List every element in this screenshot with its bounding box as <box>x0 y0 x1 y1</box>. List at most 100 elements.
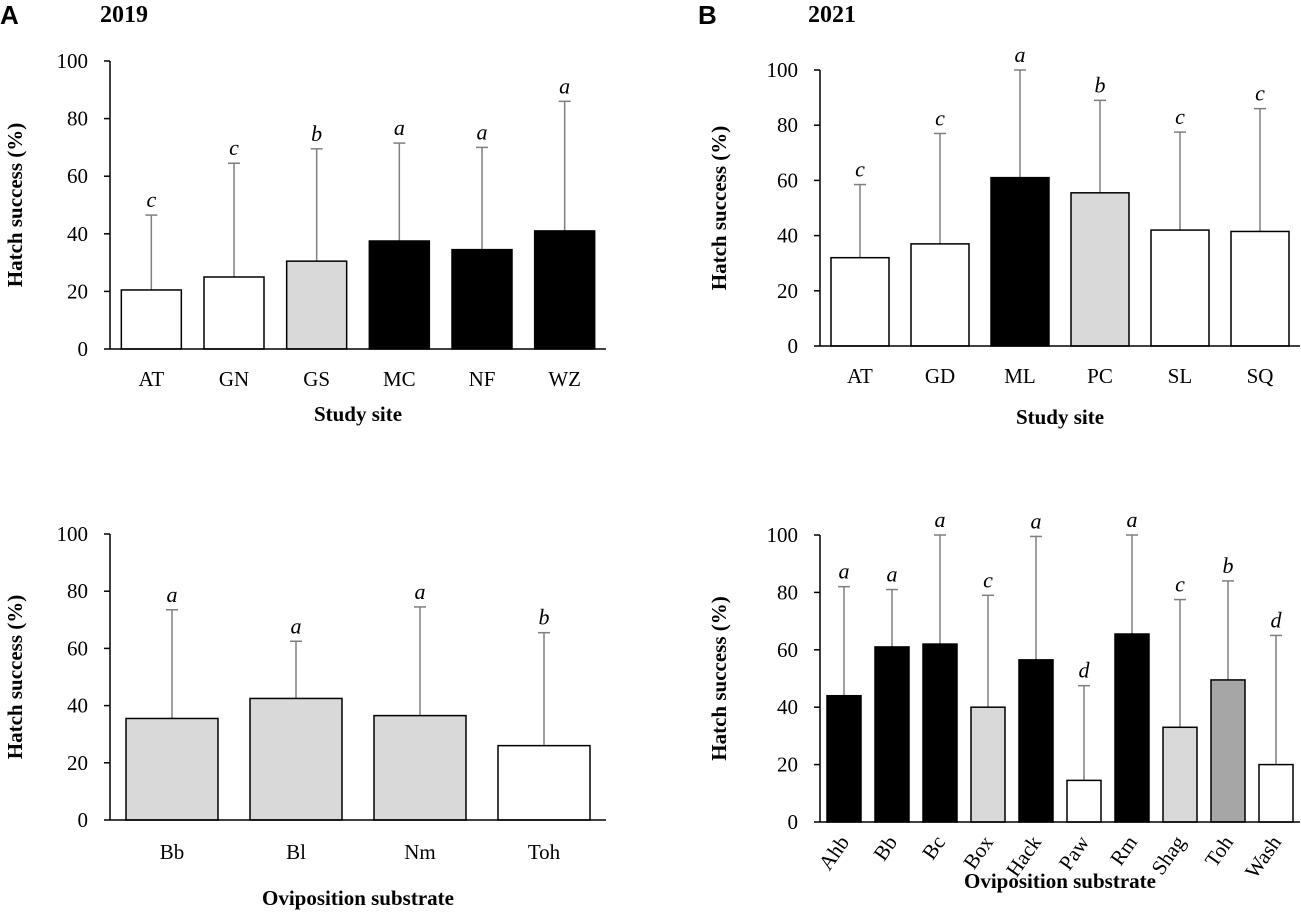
significance-letter: a <box>1031 508 1042 533</box>
x-tick-label: GN <box>219 367 249 391</box>
x-tick-label: Toh <box>1200 831 1239 872</box>
x-tick-label: ML <box>1004 364 1036 388</box>
x-tick-label: MC <box>383 367 416 391</box>
chart-a-top-study-site: 0 20 40 60 80 100 Hatch success (%) c AT c GN b GS a M… <box>3 49 606 426</box>
x-tick-label: WZ <box>548 367 581 391</box>
x-axis-title: Study site <box>1016 405 1104 429</box>
x-tick-label: Rm <box>1105 831 1142 870</box>
y-tick-label: 100 <box>57 522 89 546</box>
bar-rm <box>1114 633 1150 823</box>
bar-toh <box>1210 679 1246 823</box>
bar-box <box>970 706 1006 823</box>
x-axis-title: Oviposition substrate <box>262 886 454 910</box>
significance-letter: c <box>1175 104 1185 129</box>
x-tick-label: Paw <box>1054 830 1095 874</box>
y-tick-label: 80 <box>777 113 798 137</box>
chart-b-top-study-site: 0 20 40 60 80 100 Hatch success (%) c AT c GD a ML b P… <box>707 42 1300 429</box>
y-tick-label: 0 <box>788 334 799 358</box>
y-tick-label: 20 <box>777 279 798 303</box>
bar-wz <box>533 230 596 350</box>
x-tick-label: SL <box>1168 364 1193 388</box>
y-tick-label: 80 <box>777 580 798 604</box>
significance-letter: a <box>167 582 178 607</box>
y-tick-label: 0 <box>788 810 799 834</box>
significance-letter: c <box>935 105 945 130</box>
x-tick-label: SQ <box>1247 364 1274 388</box>
significance-letter: c <box>1175 572 1185 597</box>
significance-letter: a <box>935 507 946 532</box>
x-tick-label: Toh <box>528 840 561 864</box>
x-tick-label: Nm <box>404 840 436 864</box>
bar-ml <box>990 176 1050 347</box>
y-tick-label: 100 <box>767 523 799 547</box>
x-axis-title: Study site <box>314 402 402 426</box>
y-tick-label: 20 <box>67 751 88 775</box>
y-tick-label: 20 <box>777 753 798 777</box>
significance-letter: c <box>855 157 865 182</box>
panel-b-letter: B <box>698 0 717 30</box>
bar-ahb <box>826 694 862 823</box>
y-axis-title: Hatch success (%) <box>707 596 731 760</box>
y-tick-label: 40 <box>67 694 88 718</box>
y-tick-label: 80 <box>67 579 88 603</box>
significance-letter: b <box>1095 72 1106 97</box>
bar-gd <box>910 243 970 347</box>
significance-letter: c <box>983 567 993 592</box>
significance-letter: b <box>539 605 550 630</box>
significance-letter: b <box>1223 553 1234 578</box>
x-tick-label: NF <box>469 367 496 391</box>
bar-hack <box>1018 659 1054 823</box>
significance-letter: d <box>1079 658 1091 683</box>
panel-b-year: 2021 <box>808 2 856 28</box>
y-tick-label: 40 <box>777 695 798 719</box>
chart-a-bottom-substrate: 0 20 40 60 80 100 Hatch success (%) a Bb a Bl a Nm b T… <box>3 522 606 910</box>
significance-letter: a <box>839 559 850 584</box>
panel-a-year: 2019 <box>100 2 148 28</box>
bar-bb <box>874 646 910 823</box>
y-tick-label: 40 <box>67 222 88 246</box>
x-tick-label: Bb <box>160 840 185 864</box>
x-tick-label: Ahb <box>814 831 854 874</box>
significance-letter: a <box>1127 507 1138 532</box>
bar-gn <box>203 276 265 350</box>
significance-letter: d <box>1271 607 1283 632</box>
significance-letter: c <box>229 135 239 160</box>
x-tick-label: Bc <box>917 831 950 864</box>
y-tick-label: 60 <box>67 636 88 660</box>
x-tick-label: Bb <box>868 831 902 865</box>
x-axis-title: Oviposition substrate <box>964 869 1156 893</box>
bar-toh <box>497 744 591 821</box>
bar-mc <box>368 240 431 350</box>
bar-wash <box>1258 763 1294 823</box>
significance-letter: a <box>1015 42 1026 67</box>
significance-letter: a <box>394 115 405 140</box>
x-tick-label: PC <box>1087 364 1113 388</box>
panel-a-letter: A <box>0 0 19 30</box>
bar-pc <box>1070 192 1130 347</box>
bar-at <box>120 289 183 350</box>
y-axis-title: Hatch success (%) <box>3 123 27 287</box>
y-tick-label: 0 <box>78 808 89 832</box>
bar-nf <box>451 248 513 350</box>
y-tick-label: 60 <box>777 168 798 192</box>
chart-b-bottom-substrate: 0 20 40 60 80 100 Hatch success (%) a Ahb a Bb a Bc c… <box>707 507 1300 893</box>
bar-bb <box>125 717 219 821</box>
y-tick-label: 20 <box>67 279 88 303</box>
significance-letter: c <box>1255 81 1265 106</box>
bar-bc <box>922 643 958 823</box>
significance-letter: a <box>477 119 488 144</box>
significance-letter: a <box>291 613 302 638</box>
y-tick-label: 60 <box>777 638 798 662</box>
x-tick-label: GD <box>925 364 955 388</box>
x-tick-label: GS <box>303 367 330 391</box>
significance-letter: a <box>415 579 426 604</box>
y-tick-label: 100 <box>767 58 799 82</box>
bar-shag <box>1162 726 1198 823</box>
bar-at <box>830 256 890 347</box>
y-tick-label: 0 <box>78 337 89 361</box>
significance-letter: b <box>311 121 322 146</box>
y-tick-label: 80 <box>67 107 88 131</box>
x-tick-label: AT <box>138 367 164 391</box>
x-tick-label: Bl <box>286 840 306 864</box>
